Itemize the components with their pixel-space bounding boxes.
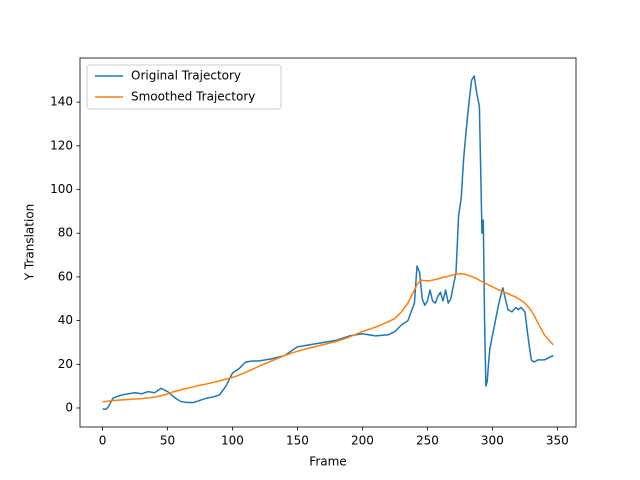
x-tick-label: 50 [160,434,175,448]
legend-label: Smoothed Trajectory [131,90,255,104]
data-line [102,75,554,410]
y-tick-label: 0 [65,400,73,414]
x-tick-label: 250 [416,434,439,448]
y-tick-label: 40 [58,313,73,327]
y-tick-label: 140 [50,95,73,109]
plot-frame [79,57,577,428]
x-axis-label: Frame [309,455,346,469]
x-tick-label: 100 [221,434,244,448]
x-tick-label: 300 [481,434,504,448]
data-line [102,272,554,403]
x-tick-label: 350 [546,434,569,448]
legend-box [86,64,282,110]
y-tick-label: 100 [50,182,73,196]
x-tick-label: 200 [351,434,374,448]
legend-label: Original Trajectory [131,69,241,83]
y-tick-label: 20 [58,357,73,371]
x-tick-label: 0 [99,434,107,448]
x-tick-label: 150 [286,434,309,448]
y-axis-label: Y Translation [23,204,37,282]
y-tick-label: 120 [50,138,73,152]
y-tick-label: 60 [58,269,73,283]
y-tick-label: 80 [58,226,73,240]
